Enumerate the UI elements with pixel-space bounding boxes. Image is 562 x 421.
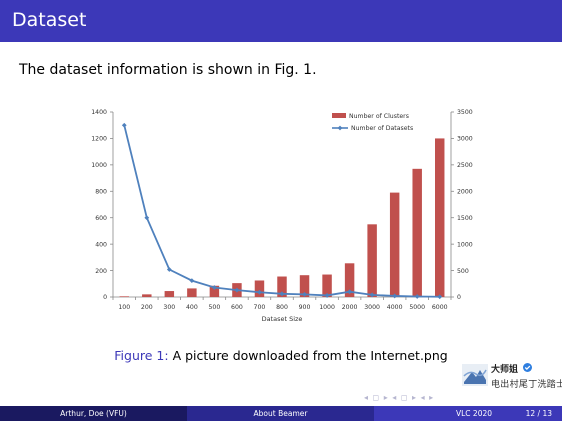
x-axis-title: Dataset Size	[262, 315, 303, 323]
bar	[164, 291, 175, 297]
bar	[322, 274, 332, 297]
bar	[344, 263, 355, 297]
footer-date: VLC 2020	[456, 409, 493, 418]
y-right-tick-label: 1000	[457, 241, 473, 248]
bar	[412, 168, 422, 297]
verified-icon	[523, 363, 532, 372]
watermark-name: 大师姐	[491, 365, 519, 375]
y-right-tick-label: 3500	[457, 109, 473, 116]
legend-label-datasets: Number of Datasets	[351, 125, 413, 132]
bar	[367, 224, 377, 297]
intro-text: The dataset information is shown in Fig.…	[19, 62, 317, 78]
line-point	[144, 215, 150, 221]
y-right-tick-label: 3000	[457, 136, 473, 143]
footer-right: VLC 2020 12 / 13	[374, 406, 562, 421]
x-tick-label: 800	[276, 304, 288, 311]
bar	[389, 192, 400, 297]
line-point	[279, 291, 285, 297]
line-point	[257, 289, 262, 295]
x-tick-label: 5000	[409, 304, 425, 311]
slide-title: Dataset	[12, 9, 87, 31]
x-tick-label: 6000	[432, 304, 448, 311]
y-right-tick-label: 2500	[457, 162, 473, 169]
slide-footer: Arthur, Doe (VFU) About Beamer VLC 2020 …	[0, 406, 562, 421]
line-point	[324, 293, 330, 298]
bar	[209, 285, 220, 297]
figure-caption: Figure 1: A picture downloaded from the …	[0, 348, 562, 363]
line-point	[302, 291, 307, 297]
line-point	[347, 289, 352, 295]
beamer-navigation-icons[interactable]: ◂ ◻ ▸ ◂ ◻ ▸ ◂ ▸	[364, 393, 435, 402]
bar	[187, 288, 197, 297]
y-left-tick-label: 1000	[91, 162, 107, 169]
bar	[435, 138, 445, 297]
bar	[277, 276, 287, 297]
x-tick-label: 4000	[387, 304, 403, 311]
line-point	[212, 285, 217, 290]
line-point	[189, 278, 195, 284]
x-tick-label: 3000	[364, 304, 380, 311]
x-tick-label: 400	[186, 304, 198, 311]
x-tick-label: 2000	[342, 304, 358, 311]
line-point	[234, 287, 240, 293]
watermark-subtitle: 电出村尾丁洗踏士	[491, 380, 562, 390]
x-tick-label: 600	[231, 304, 243, 311]
y-right-tick-label: 1500	[457, 215, 473, 222]
x-tick-label: 500	[208, 304, 220, 311]
figure-caption-label: Figure 1:	[114, 348, 169, 363]
line-point	[414, 294, 420, 299]
x-tick-label: 100	[118, 304, 130, 311]
y-left-tick-label: 800	[95, 188, 107, 195]
y-right-tick-label: 2000	[457, 188, 473, 195]
bar	[142, 294, 152, 297]
y-left-tick-label: 1400	[91, 109, 107, 116]
bar	[299, 275, 310, 297]
y-right-tick-label: 500	[457, 268, 469, 275]
footer-page-number: 12 / 13	[525, 409, 552, 418]
line-point	[392, 293, 398, 299]
bar	[119, 296, 129, 297]
slide-header: Dataset	[0, 0, 562, 42]
bar	[254, 280, 265, 297]
chart: 0 200 400 600 800 1000 1200 1400 0 500 1000 1500 200…	[91, 109, 473, 323]
watermark: 大师姐 电出村尾丁洗踏士	[462, 362, 562, 396]
x-tick-label: 300	[163, 304, 175, 311]
x-tick-label: 900	[299, 304, 311, 311]
y-left-tick-label: 400	[95, 241, 107, 248]
legend-swatch-clusters	[332, 113, 346, 118]
legend-marker-datasets	[337, 125, 343, 131]
y-left-tick-label: 200	[95, 268, 107, 275]
line-point	[166, 267, 172, 272]
x-tick-label: 1000	[319, 304, 335, 311]
figure-caption-text: A picture downloaded from the Internet.p…	[168, 348, 448, 363]
y-right-tick-label: 0	[457, 294, 461, 301]
x-tick-label: 200	[141, 304, 153, 311]
line-point	[121, 122, 127, 128]
footer-title: About Beamer	[187, 406, 374, 421]
line-point	[369, 292, 375, 298]
watermark-logo-icon	[462, 364, 488, 386]
y-left-tick-label: 600	[95, 215, 107, 222]
legend-label-clusters: Number of Clusters	[349, 113, 409, 120]
x-tick-label: 700	[254, 304, 266, 311]
line-point	[437, 294, 443, 300]
y-left-tick-label: 1200	[91, 136, 107, 143]
y-left-tick-label: 0	[103, 294, 107, 301]
footer-author: Arthur, Doe (VFU)	[0, 406, 187, 421]
